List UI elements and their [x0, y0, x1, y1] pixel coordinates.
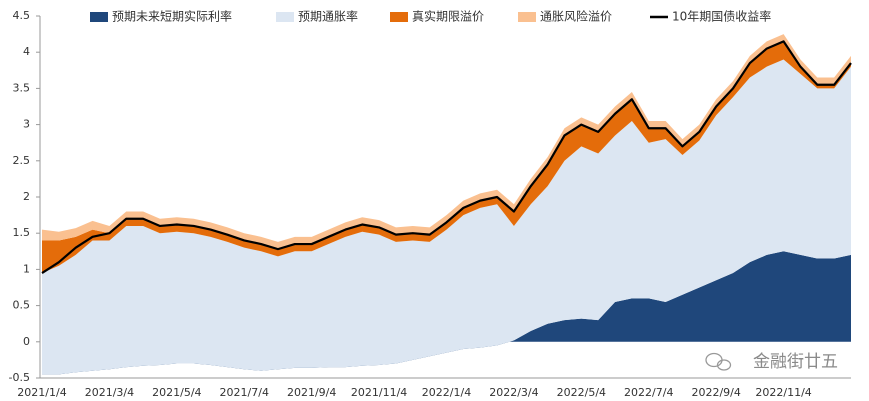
y-tick-label: 3.5: [13, 81, 31, 94]
legend-label: 10年期国债收益率: [672, 9, 771, 24]
y-tick-label: 0.5: [13, 299, 31, 312]
watermark: 金融街廿五: [753, 352, 838, 372]
x-tick-label: 2021/11/4: [351, 386, 407, 399]
legend-swatch: [276, 12, 294, 22]
y-tick-label: -0.5: [9, 371, 30, 384]
x-tick-label: 2021/3/4: [85, 386, 134, 399]
y-tick-label: 3: [23, 118, 30, 131]
x-tick-label: 2022/11/4: [755, 386, 811, 399]
x-tick-label: 2022/3/4: [489, 386, 538, 399]
plot-area: [41, 34, 852, 375]
legend-label: 预期通胀率: [298, 9, 358, 24]
x-tick-label: 2022/9/4: [691, 386, 740, 399]
x-tick-label: 2021/7/4: [220, 386, 269, 399]
legend-label: 预期未来短期实际利率: [112, 9, 232, 24]
watermark-icon: [705, 352, 732, 371]
x-tick-label: 2022/1/4: [422, 386, 471, 399]
y-tick-label: 1.5: [13, 226, 31, 239]
y-tick-label: 1: [23, 262, 30, 275]
x-tick-label: 2021/1/4: [17, 386, 66, 399]
x-tick-label: 2021/9/4: [287, 386, 336, 399]
x-tick-label: 2022/5/4: [557, 386, 606, 399]
line: [41, 40, 852, 274]
x-tick-label: 2022/7/4: [624, 386, 673, 399]
y-tick-label: 2.5: [13, 154, 31, 167]
y-tick-label: 4: [23, 45, 30, 58]
x-tick-label: 2021/5/4: [152, 386, 201, 399]
area-2: [42, 41, 851, 274]
legend-swatch: [90, 12, 108, 22]
legend-label: 真实期限溢价: [412, 9, 484, 24]
y-tick-label: 2: [23, 190, 30, 203]
area-1: [42, 59, 851, 375]
y-tick-label: 0: [23, 335, 30, 348]
legend-swatch: [518, 12, 536, 22]
y-tick-label: 4.5: [13, 9, 31, 22]
legend-swatch: [390, 12, 408, 22]
legend-label: 通胀风险溢价: [540, 9, 612, 24]
